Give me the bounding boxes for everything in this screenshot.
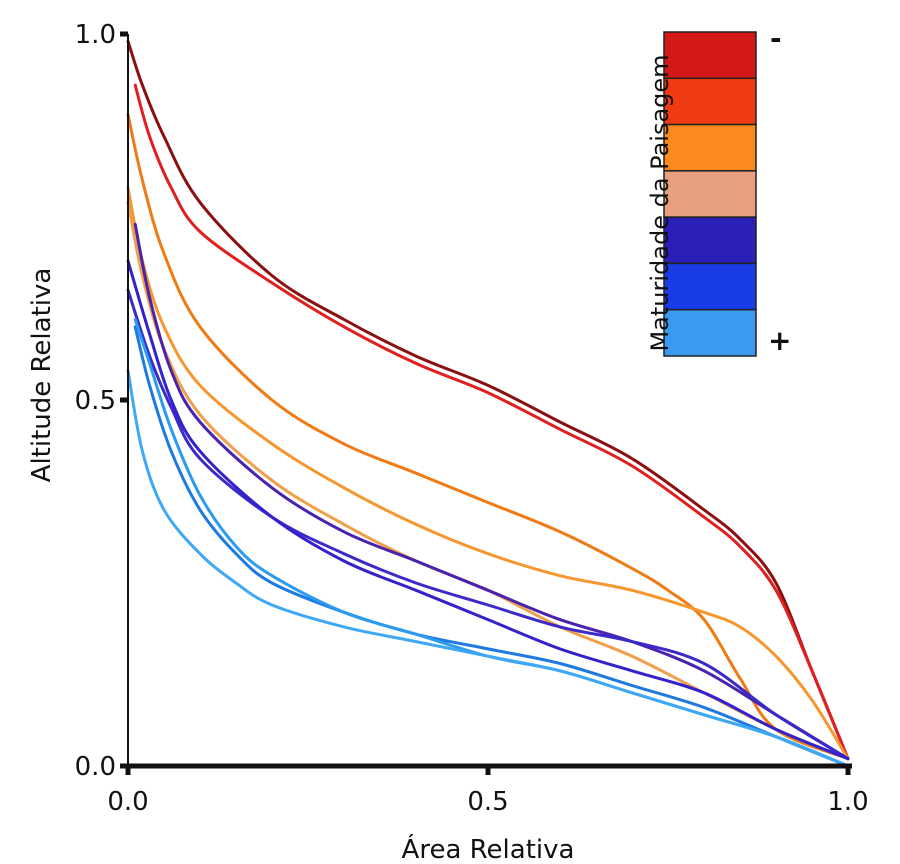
colorbar-bottom-label: + [768, 324, 791, 357]
colorbar-block [663, 123, 757, 172]
ticks-layer: 0.0 0.5 1.0 0.0 0.5 1.0 [75, 20, 869, 817]
colorbar-block [663, 170, 757, 218]
x-tick-label: 0.5 [467, 787, 508, 817]
series-line-4 [126, 186, 850, 761]
y-tick-label: 1.0 [75, 20, 116, 50]
colorbar-block [663, 308, 757, 357]
y-axis-title: Altitude Relativa [27, 268, 57, 483]
colorbar-title: Maturidade da Paisagem [646, 54, 674, 351]
series-line-2 [133, 83, 850, 761]
colorbar-blocks [663, 31, 757, 357]
series-line-6 [133, 222, 850, 761]
series-layer [126, 39, 850, 768]
colorbar-block [663, 262, 757, 311]
y-tick-label: 0.5 [75, 386, 116, 416]
colorbar-legend: Maturidade da Paisagem - + [646, 22, 791, 357]
series-line-8 [126, 259, 850, 761]
colorbar-block [663, 31, 757, 80]
y-tick-label: 0.0 [75, 752, 116, 782]
series-line-1 [126, 39, 850, 761]
colorbar-block [663, 77, 757, 126]
series-line-7 [126, 288, 850, 761]
colorbar-top-label: - [770, 22, 782, 55]
series-line-3 [126, 113, 850, 761]
x-tick-label: 0.0 [107, 787, 148, 817]
x-tick-label: 1.0 [827, 787, 868, 817]
colorbar-block [663, 216, 757, 265]
series-line-11 [126, 369, 850, 768]
x-axis-title: Área Relativa [402, 833, 575, 864]
